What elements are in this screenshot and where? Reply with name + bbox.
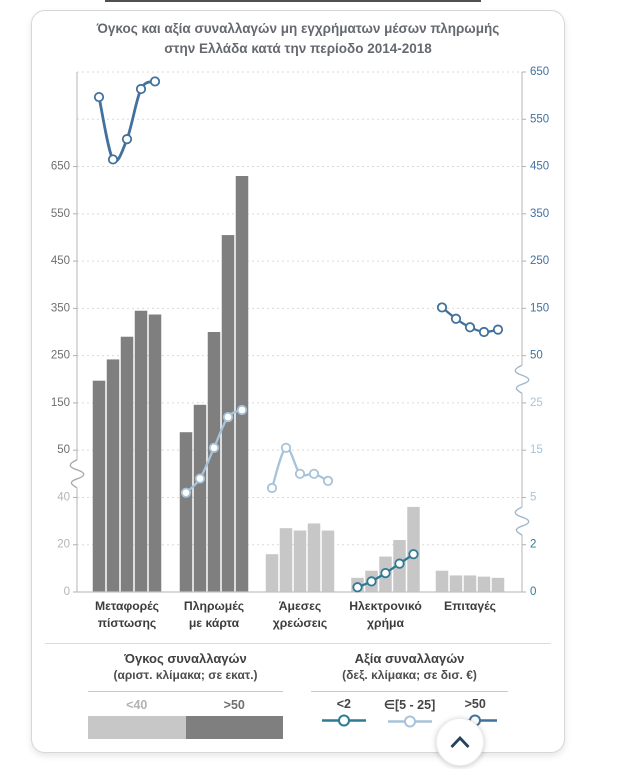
legend-value: Αξία συναλλαγών (δεξ. κλίμακα; σε δισ. €… <box>311 650 508 734</box>
volume-class-label-dark: >50 <box>223 698 245 712</box>
volume-class-label-light: <40 <box>126 698 148 712</box>
value-class-label: <2 <box>336 697 351 711</box>
chart-title: Όγκος και αξία συναλλαγών μη εγχρήματων … <box>31 19 565 59</box>
value-class-line-sample <box>321 713 367 733</box>
legend-volume-subheading: (αριστ. κλίμακα; σε εκατ.) <box>113 668 258 682</box>
value-class-item: ∈[5 - 25] <box>377 697 443 734</box>
chart-title-line-2: στην Ελλάδα κατά την περίοδο 2014-2018 <box>164 41 432 56</box>
legend-value-subheading: (δεξ. κλίμακα; σε δισ. €) <box>342 668 477 682</box>
value-class-item: <2 <box>311 697 377 734</box>
value-class-label: ∈[5 - 25] <box>383 698 436 712</box>
chart-title-line-1: Όγκος και αξία συναλλαγών μη εγχρήματων … <box>96 21 500 36</box>
legend-volume-heading: Όγκος συναλλαγών <box>124 651 247 666</box>
scroll-to-top-button[interactable] <box>436 718 484 766</box>
value-class-line-sample <box>387 714 433 734</box>
legend-volume-rule <box>88 691 283 692</box>
chevron-up-icon <box>450 735 470 748</box>
legend-value-rule <box>311 691 508 692</box>
legend-volume: Όγκος συναλλαγών (αριστ. κλίμακα; σε εκα… <box>88 650 283 739</box>
value-class-label: >50 <box>464 697 486 711</box>
top-edge-artifact <box>105 0 481 2</box>
volume-swatch-dark <box>185 716 283 739</box>
volume-swatch-light <box>88 716 186 739</box>
chart-card <box>31 10 565 753</box>
legend-divider <box>45 643 551 644</box>
legend-value-heading: Αξία συναλλαγών <box>354 651 465 666</box>
